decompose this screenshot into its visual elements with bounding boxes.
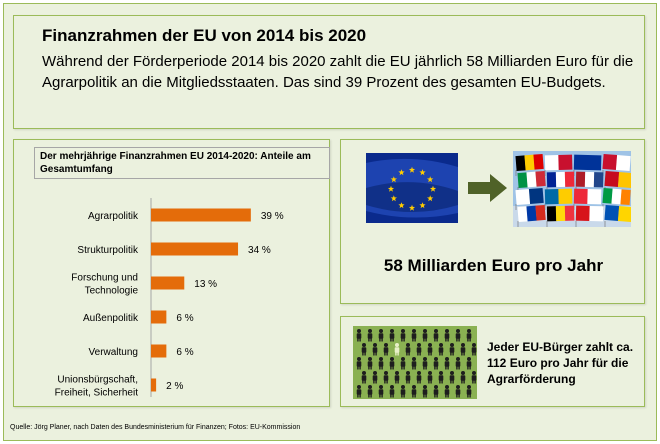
people-panel: Jeder EU-Bürger zahlt ca. 112 Euro pro J… bbox=[340, 316, 645, 407]
eu-flag-icon bbox=[366, 153, 458, 223]
intro-text: Während der Förderperiode 2014 bis 2020 … bbox=[42, 53, 634, 91]
data-label: 6 % bbox=[176, 313, 193, 324]
category-label: Forschung und Technologie bbox=[71, 273, 138, 297]
category-label: Unionsbürgschaft, Freiheit, Sicherheit bbox=[55, 375, 139, 399]
bar bbox=[151, 242, 239, 256]
data-label: 13 % bbox=[194, 279, 217, 290]
data-label: 6 % bbox=[176, 347, 193, 358]
data-label: 39 % bbox=[261, 211, 284, 222]
category-label: Außenpolitik bbox=[83, 313, 139, 324]
citizen-cost-text: Jeder EU-Bürger zahlt ca. 112 Euro pro J… bbox=[487, 340, 634, 386]
amount-text: 58 Milliarden Euro pro Jahr bbox=[383, 256, 604, 275]
chart-panel: 39 % Agrarpolitik 34 % Strukturpolitik 13 % F… bbox=[13, 139, 330, 407]
category-label: Agrarpolitik bbox=[88, 211, 139, 222]
data-label: 2 % bbox=[166, 381, 183, 392]
member-state-flags-icon bbox=[513, 151, 631, 227]
data-label: 34 % bbox=[248, 245, 271, 256]
crowd-icon bbox=[353, 326, 477, 399]
source-note: Quelle: Jörg Planer, nach Daten des Bund… bbox=[10, 424, 301, 431]
bar bbox=[151, 310, 167, 324]
chart-title: Der mehrjährige Finanzrahmen EU 2014-202… bbox=[34, 147, 330, 179]
page-title: Finanzrahmen der EU von 2014 bis 2020 bbox=[42, 26, 367, 45]
bar bbox=[151, 276, 185, 290]
bar bbox=[151, 208, 251, 222]
category-label: Strukturpolitik bbox=[77, 245, 139, 256]
flags-panel: 58 Milliarden Euro pro Jahr bbox=[340, 139, 645, 304]
header-panel: Finanzrahmen der EU von 2014 bis 2020 Wä… bbox=[13, 15, 645, 129]
category-label: Verwaltung bbox=[89, 347, 138, 358]
bar bbox=[151, 378, 157, 392]
bar-chart: 39 % Agrarpolitik 34 % Strukturpolitik 13 % F… bbox=[55, 198, 284, 399]
bar bbox=[151, 344, 167, 358]
arrow-right-icon bbox=[468, 174, 507, 202]
